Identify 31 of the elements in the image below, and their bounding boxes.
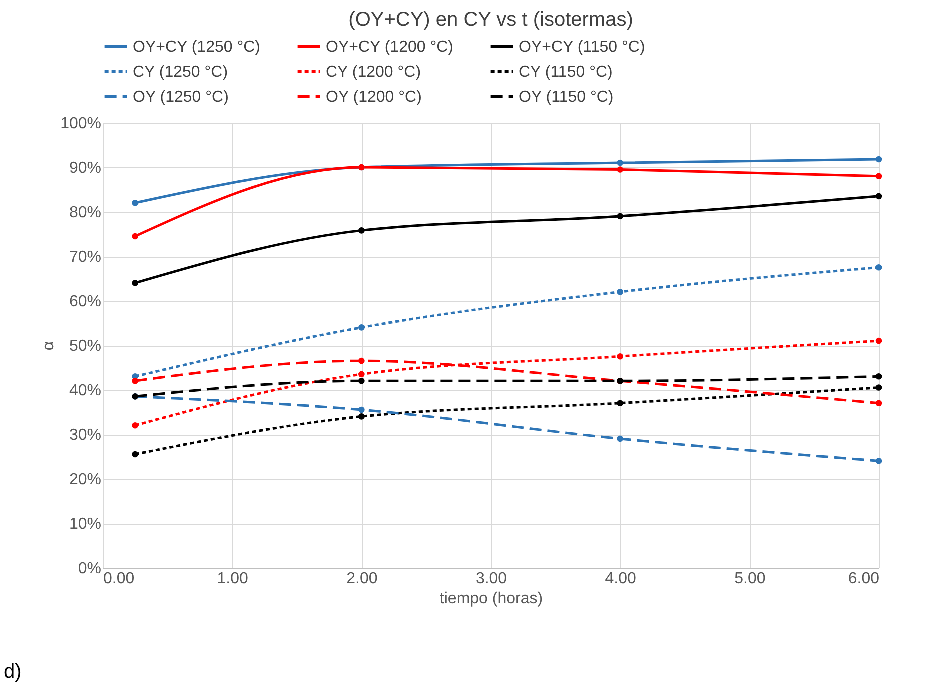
legend-label: OY (1200 °C) <box>326 89 422 106</box>
y-tick-label: 50% <box>69 338 102 355</box>
y-tick-label: 10% <box>69 516 102 533</box>
legend-label: OY (1150 °C) <box>519 89 614 106</box>
y-tick-label: 0% <box>78 560 102 578</box>
y-tick-label: 30% <box>69 427 102 444</box>
y-tick-label: 90% <box>69 160 102 177</box>
x-tick-label: 5.00 <box>734 570 766 588</box>
x-tick-label: 2.00 <box>346 570 378 588</box>
legend-label: OY (1250 °C) <box>133 89 229 106</box>
x-tick-label: 0.00 <box>104 570 135 588</box>
legend-label: OY+CY (1200 °C) <box>326 39 454 56</box>
x-tick-label: 3.00 <box>476 570 508 588</box>
chart-title: (OY+CY) en CY vs t (isotermas) <box>348 9 634 31</box>
legend-label: OY+CY (1150 °C) <box>519 39 646 56</box>
y-tick-label: 80% <box>69 204 102 222</box>
y-tick-label: 60% <box>69 294 102 310</box>
x-tick-label: 1.00 <box>217 570 249 588</box>
y-tick-label: 40% <box>69 382 102 400</box>
text: d) <box>4 661 22 684</box>
y-tick-label: 70% <box>69 249 102 266</box>
y-tick-label: 20% <box>69 472 102 488</box>
y-tick-label: 100% <box>60 116 102 132</box>
legend-label: CY (1250 °C) <box>133 64 228 81</box>
x-axis-title: tiempo (horas) <box>440 590 544 608</box>
y-axis-title: α <box>40 341 58 351</box>
legend-label: OY+CY (1250 °C) <box>133 39 260 56</box>
x-tick-label: 6.00 <box>848 570 880 588</box>
x-tick-label: 4.00 <box>605 570 637 588</box>
legend-label: CY (1200 °C) <box>326 64 422 81</box>
legend-label: CY (1150 °C) <box>519 64 613 81</box>
